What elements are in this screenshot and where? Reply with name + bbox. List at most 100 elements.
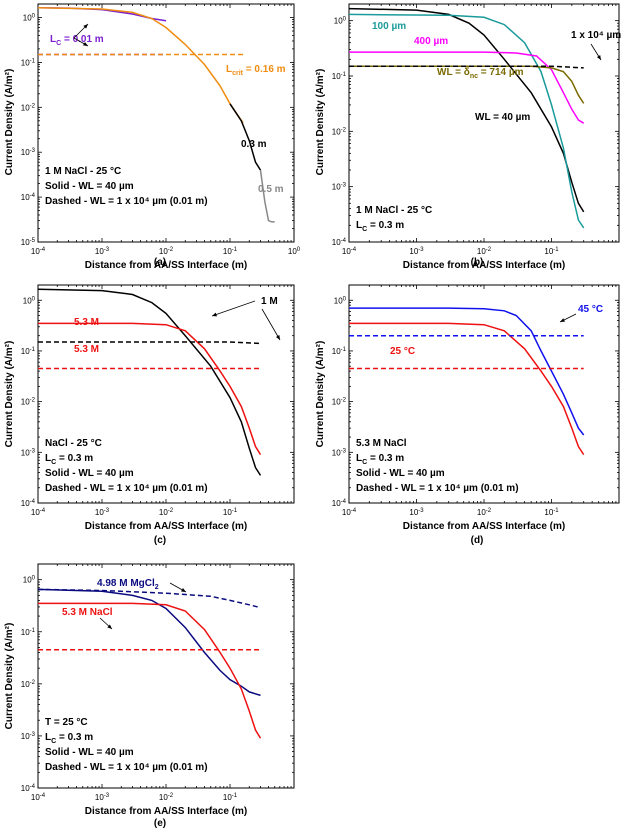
legend-text: Dashed - WL = 1 x 10⁴ µm (0.01 m)	[45, 483, 208, 494]
series-line-5	[229, 103, 262, 171]
x-tick-label: 10-3	[95, 508, 110, 517]
y-tick-label: 100	[23, 14, 36, 23]
y-tick-label: 10-1	[332, 72, 347, 81]
legend-text: Solid - WL = 40 µm	[356, 468, 445, 479]
y-axis-label: Current Density (A/m²)	[4, 69, 15, 176]
series-line-3	[349, 51, 585, 124]
series-line-3	[38, 588, 261, 609]
legend-text: NaCl - 25 °C	[45, 438, 102, 449]
panel-label: (d)	[471, 535, 484, 546]
y-tick-label: 10-4	[332, 499, 347, 508]
x-tick-label: 10-4	[342, 247, 357, 256]
annotation-label: Lcrit = 0.16 m	[226, 64, 286, 77]
panel-e: 10-4 10-3 10-2 10-1 10-4 10-3 10-2 10-1 100 Dista…	[4, 563, 295, 829]
x-tick-label: 10-1	[544, 508, 559, 517]
annotation-label: 1 M	[261, 296, 278, 307]
y-tick-label: 10-1	[21, 347, 36, 356]
annotation-label: 0.5 m	[258, 184, 284, 195]
legend-text: LC = 0.3 m	[356, 220, 404, 233]
y-tick-label: 10-3	[21, 148, 36, 157]
series-line-1	[38, 288, 262, 476]
x-tick-label: 10-3	[409, 247, 424, 256]
arrow-head	[83, 42, 88, 46]
y-tick-label: 10-5	[21, 238, 36, 247]
x-tick-label: 10-2	[477, 508, 492, 517]
y-tick-label: 10-1	[332, 347, 347, 356]
x-tick-label: 10-1	[223, 508, 238, 517]
series-line-2	[38, 602, 262, 739]
x-tick-label: 10-3	[95, 793, 110, 802]
series-line-6	[259, 169, 275, 223]
annotation-label: 25 °C	[390, 346, 415, 357]
y-tick-label: 10-1	[21, 58, 36, 67]
y-tick-label: 10-2	[332, 398, 347, 407]
legend-text: 1 M NaCl - 25 °C	[45, 166, 121, 177]
x-tick-label: 10-4	[342, 508, 357, 517]
x-tick-label: 10-1	[223, 247, 238, 256]
legend-text: Solid - WL = 40 µm	[45, 181, 134, 192]
annotation-label: 400 µm	[414, 36, 448, 47]
panel-b: 10-4 10-3 10-2 10-1 10-4 10-3 10-2 10-1 100 Dista…	[315, 3, 621, 271]
x-axis-label: Distance from AA/SS Interface (m)	[85, 260, 247, 271]
annotation-label: 5.3 M NaCl	[62, 607, 113, 618]
x-axis-label: Distance from AA/SS Interface (m)	[403, 521, 565, 532]
y-tick-label: 100	[334, 296, 347, 305]
y-tick-label: 10-4	[21, 784, 36, 793]
arrow-head	[560, 318, 565, 322]
x-tick-label: 10-1	[223, 793, 238, 802]
arrow-head	[212, 312, 217, 317]
y-axis-label: Current Density (A/m²)	[4, 341, 15, 448]
x-axis-label: Distance from AA/SS Interface (m)	[403, 260, 565, 271]
x-tick-label: 10-2	[159, 793, 174, 802]
y-tick-label: 10-4	[332, 238, 347, 247]
series-line-2	[349, 13, 585, 229]
y-axis-label: Current Density (A/m²)	[315, 69, 326, 176]
y-tick-label: 10-4	[21, 193, 36, 202]
legend-text: Solid - WL = 40 µm	[45, 468, 134, 479]
series-line-3	[38, 341, 261, 345]
y-axis-label: Current Density (A/m²)	[4, 623, 15, 730]
y-axis-label: Current Density (A/m²)	[315, 341, 326, 448]
series-line-3	[38, 7, 244, 124]
annotation-label: 1 x 10⁴ µm	[571, 30, 621, 41]
legend-text: Dashed - WL = 1 x 10⁴ µm (0.01 m)	[45, 196, 208, 207]
x-tick-label: 10-3	[95, 247, 110, 256]
legend-text: 1 M NaCl - 25 °C	[356, 205, 432, 216]
panel-label: (b)	[471, 257, 484, 268]
panel-c: 10-4 10-3 10-2 10-1 10-4 10-3 10-2 10-1 100 Dista…	[4, 284, 295, 546]
x-axis-label: Distance from AA/SS Interface (m)	[85, 521, 247, 532]
annotation-arrow	[261, 308, 281, 341]
arrow-head	[83, 24, 88, 29]
annotation-label: 4.98 M MgCl2	[97, 578, 159, 591]
annotation-arrow	[211, 300, 256, 317]
series-line-2	[349, 322, 585, 456]
x-axis-label: Distance from AA/SS Interface (m)	[85, 806, 247, 817]
y-tick-label: 10-2	[21, 398, 36, 407]
annotation-label: WL = 40 µm	[475, 112, 530, 123]
annotation-label: WL = δnc = 714 µm	[437, 67, 524, 80]
x-tick-label: 10-2	[477, 247, 492, 256]
panel-label: (e)	[154, 818, 166, 829]
arrow-head	[596, 55, 601, 60]
annotation-label: LC = 0.01 m	[50, 34, 104, 47]
x-tick-label: 10-1	[544, 247, 559, 256]
legend-text: T = 25 °C	[45, 717, 88, 728]
legend-text: LC = 0.3 m	[356, 453, 404, 466]
annotation-label: 5.3 M	[74, 317, 99, 328]
legend-text: LC = 0.3 m	[45, 453, 93, 466]
y-tick-label: 100	[23, 296, 36, 305]
annotation-label: 100 µm	[372, 21, 406, 32]
y-tick-label: 10-4	[21, 499, 36, 508]
y-tick-label: 10-3	[21, 732, 36, 741]
y-tick-label: 10-3	[332, 448, 347, 457]
legend-text: Solid - WL = 40 µm	[45, 747, 134, 758]
series-line-1	[349, 307, 585, 436]
x-tick-label: 10-4	[31, 247, 46, 256]
series-line-1	[349, 7, 585, 213]
arrow-head	[181, 588, 186, 592]
x-tick-label: 10-4	[31, 508, 46, 517]
series-line-2	[38, 322, 262, 455]
x-tick-label: 10-2	[159, 508, 174, 517]
y-tick-label: 10-2	[332, 127, 347, 136]
